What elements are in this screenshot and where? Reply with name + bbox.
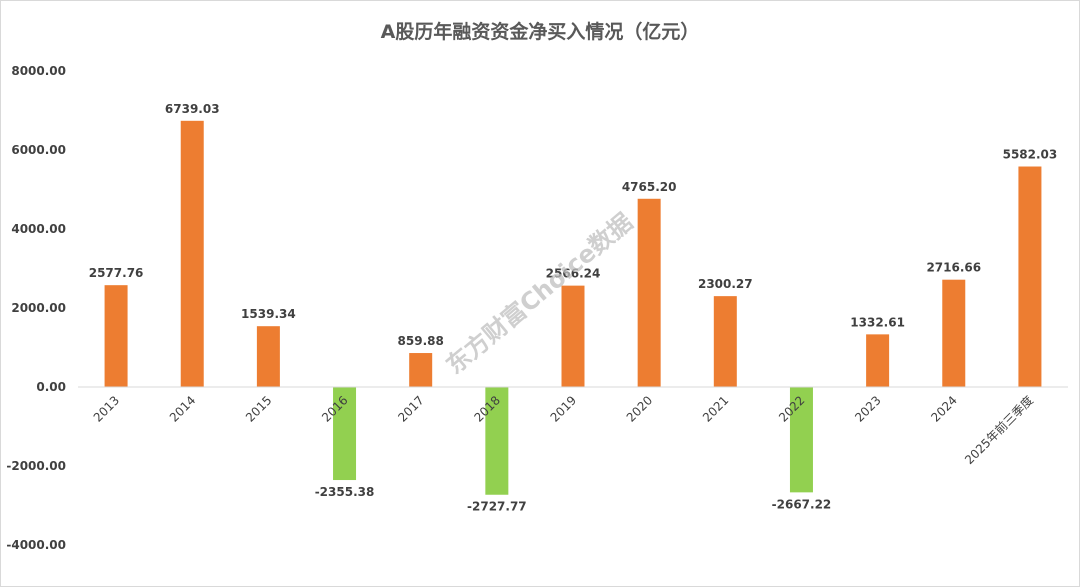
data-label: 2716.66 — [926, 261, 981, 275]
bar — [866, 334, 890, 387]
bar — [1018, 166, 1042, 387]
bar — [789, 387, 813, 493]
bar — [637, 198, 661, 387]
y-tick-label: 6000.00 — [11, 143, 66, 157]
x-tick-label: 2024 — [928, 393, 959, 424]
data-label: 2577.76 — [89, 266, 144, 280]
data-label: 5582.03 — [1003, 148, 1058, 162]
bar — [256, 326, 280, 387]
bar — [180, 120, 204, 387]
data-label: 1332.61 — [850, 315, 905, 329]
bar — [713, 296, 737, 387]
data-label: -2667.22 — [772, 497, 832, 511]
data-label: -2355.38 — [315, 485, 375, 499]
bar-series — [104, 120, 1042, 495]
watermark: 东方财富Choice数据 — [441, 208, 638, 380]
x-tick-label: 2014 — [167, 393, 198, 424]
x-tick-label: 2015 — [243, 393, 274, 424]
y-tick-label: 8000.00 — [11, 64, 66, 78]
data-label: 4765.20 — [622, 180, 677, 194]
x-tick-label: 2020 — [624, 393, 655, 424]
y-tick-label: -4000.00 — [6, 538, 66, 552]
y-tick-label: 4000.00 — [11, 222, 66, 236]
x-axis-labels: 2013 2014 2015 2016 2017 2018 2019 2020 2021 2022… — [91, 393, 1036, 468]
data-label: 6739.03 — [165, 102, 220, 116]
y-tick-label: -2000.00 — [6, 459, 66, 473]
data-label: 1539.34 — [241, 307, 296, 321]
y-axis: 8000.00 6000.00 4000.00 2000.00 0.00 -2000.00… — [6, 64, 66, 552]
data-labels: 2577.76 6739.03 1539.34 -2355.38 859.88 -2727… — [89, 102, 1058, 514]
bar — [942, 279, 966, 387]
data-label: -2727.77 — [467, 500, 527, 514]
bar — [409, 353, 433, 387]
bar — [561, 285, 585, 387]
x-tick-label: 2019 — [548, 393, 579, 424]
bar — [333, 387, 357, 481]
data-label: 2566.24 — [546, 267, 601, 281]
x-tick-label: 2023 — [852, 393, 883, 424]
data-label: 859.88 — [398, 334, 444, 348]
x-tick-label: 2017 — [395, 393, 426, 424]
bar — [104, 285, 128, 387]
chart-title: A股历年融资资金净买入情况（亿元） — [381, 20, 700, 43]
y-tick-label: 0.00 — [36, 380, 66, 394]
y-tick-label: 2000.00 — [11, 301, 66, 315]
x-tick-label: 2013 — [91, 393, 122, 424]
x-tick-label: 2021 — [700, 393, 731, 424]
bar — [485, 387, 509, 495]
x-tick-label: 2025年前三季度 — [961, 393, 1036, 468]
data-label: 2300.27 — [698, 277, 753, 291]
